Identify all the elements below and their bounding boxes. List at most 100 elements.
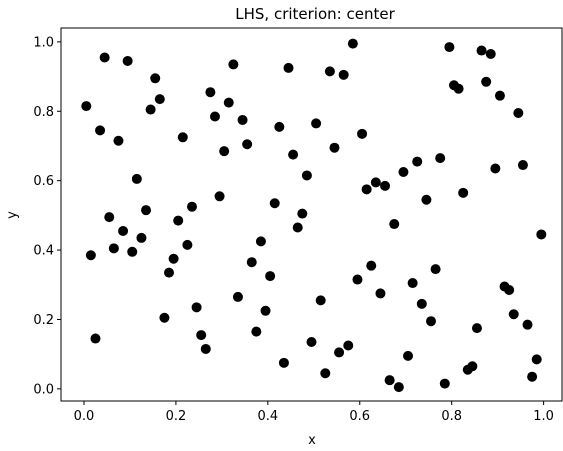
data-point bbox=[306, 337, 317, 348]
data-point bbox=[278, 357, 289, 368]
x-tick-label: 0.0 bbox=[74, 409, 95, 424]
y-tick-label: 1.0 bbox=[33, 35, 54, 50]
data-point bbox=[90, 333, 101, 344]
data-point bbox=[113, 135, 124, 146]
data-point bbox=[168, 253, 179, 264]
data-point bbox=[223, 97, 234, 108]
data-point bbox=[398, 166, 409, 177]
data-point bbox=[214, 191, 225, 202]
data-point bbox=[329, 142, 340, 153]
data-point bbox=[232, 291, 243, 302]
data-point bbox=[108, 243, 119, 254]
data-point bbox=[531, 354, 542, 365]
data-point bbox=[315, 295, 326, 306]
data-point bbox=[131, 173, 142, 184]
data-point bbox=[191, 302, 202, 313]
data-point bbox=[237, 114, 248, 125]
data-point bbox=[242, 139, 253, 150]
y-tick-label: 0.0 bbox=[33, 382, 54, 397]
data-point bbox=[403, 350, 414, 361]
data-point bbox=[164, 267, 175, 278]
data-point bbox=[347, 38, 358, 49]
data-point bbox=[366, 260, 377, 271]
data-point bbox=[283, 62, 294, 73]
data-point bbox=[416, 298, 427, 309]
data-point bbox=[458, 187, 469, 198]
data-point bbox=[85, 250, 96, 261]
data-point bbox=[173, 215, 184, 226]
data-point bbox=[508, 309, 519, 320]
data-point bbox=[219, 146, 230, 157]
data-point bbox=[324, 66, 335, 77]
data-point bbox=[209, 111, 220, 122]
y-axis-label: y bbox=[5, 211, 20, 219]
data-point bbox=[150, 73, 161, 84]
data-point bbox=[517, 160, 528, 171]
data-point bbox=[338, 69, 349, 80]
data-point bbox=[246, 257, 257, 268]
data-point bbox=[228, 59, 239, 70]
data-point bbox=[292, 222, 303, 233]
data-point bbox=[288, 149, 299, 160]
data-point bbox=[200, 343, 211, 354]
data-point bbox=[343, 340, 354, 351]
data-point bbox=[361, 184, 372, 195]
data-point bbox=[471, 323, 482, 334]
data-point bbox=[265, 271, 276, 282]
y-tick-label: 0.8 bbox=[33, 105, 54, 120]
data-point bbox=[513, 108, 524, 119]
data-point bbox=[357, 128, 368, 139]
data-point bbox=[384, 375, 395, 386]
data-points bbox=[81, 38, 547, 393]
data-point bbox=[145, 104, 156, 115]
data-point bbox=[370, 177, 381, 188]
data-point bbox=[393, 382, 404, 393]
data-point bbox=[159, 312, 170, 323]
data-point bbox=[375, 288, 386, 299]
data-point bbox=[118, 225, 129, 236]
data-point bbox=[311, 118, 322, 129]
data-point bbox=[269, 198, 280, 209]
data-point bbox=[205, 87, 216, 98]
x-tick-label: 0.2 bbox=[166, 409, 187, 424]
y-tick-label: 0.2 bbox=[33, 313, 54, 328]
x-tick-label: 1.0 bbox=[533, 409, 554, 424]
chart-title: LHS, criterion: center bbox=[235, 5, 395, 23]
data-point bbox=[274, 121, 285, 132]
data-point bbox=[527, 371, 538, 382]
y-tick-label: 0.4 bbox=[33, 244, 54, 259]
data-point bbox=[196, 330, 207, 341]
data-point bbox=[435, 153, 446, 164]
data-point bbox=[421, 194, 432, 205]
data-point bbox=[136, 232, 147, 243]
data-point bbox=[380, 180, 391, 191]
data-point bbox=[104, 212, 115, 223]
data-point bbox=[95, 125, 106, 136]
data-point bbox=[251, 326, 262, 337]
data-point bbox=[301, 170, 312, 181]
data-point bbox=[494, 90, 505, 101]
data-point bbox=[453, 83, 464, 94]
data-point bbox=[297, 208, 308, 219]
data-point bbox=[467, 361, 478, 372]
data-point bbox=[182, 239, 193, 250]
data-point bbox=[476, 45, 487, 56]
plot-area-frame bbox=[60, 27, 563, 402]
axis-ticks: 0.0 0.2 0.4 0.6 0.8 1.0 0.0 0.2 0.4 0.6 0.8 1.0 bbox=[33, 35, 554, 424]
data-point bbox=[426, 316, 437, 327]
data-point bbox=[177, 132, 188, 143]
data-point bbox=[389, 219, 400, 230]
data-point bbox=[430, 264, 441, 275]
data-point bbox=[186, 201, 197, 212]
data-point bbox=[127, 246, 138, 257]
data-point bbox=[141, 205, 152, 216]
y-tick-label: 0.6 bbox=[33, 174, 54, 189]
x-tick-label: 0.6 bbox=[349, 409, 370, 424]
data-point bbox=[439, 378, 450, 389]
data-point bbox=[260, 305, 271, 316]
data-point bbox=[536, 229, 547, 240]
data-point bbox=[122, 55, 133, 66]
data-point bbox=[490, 163, 501, 174]
data-point bbox=[504, 284, 515, 295]
